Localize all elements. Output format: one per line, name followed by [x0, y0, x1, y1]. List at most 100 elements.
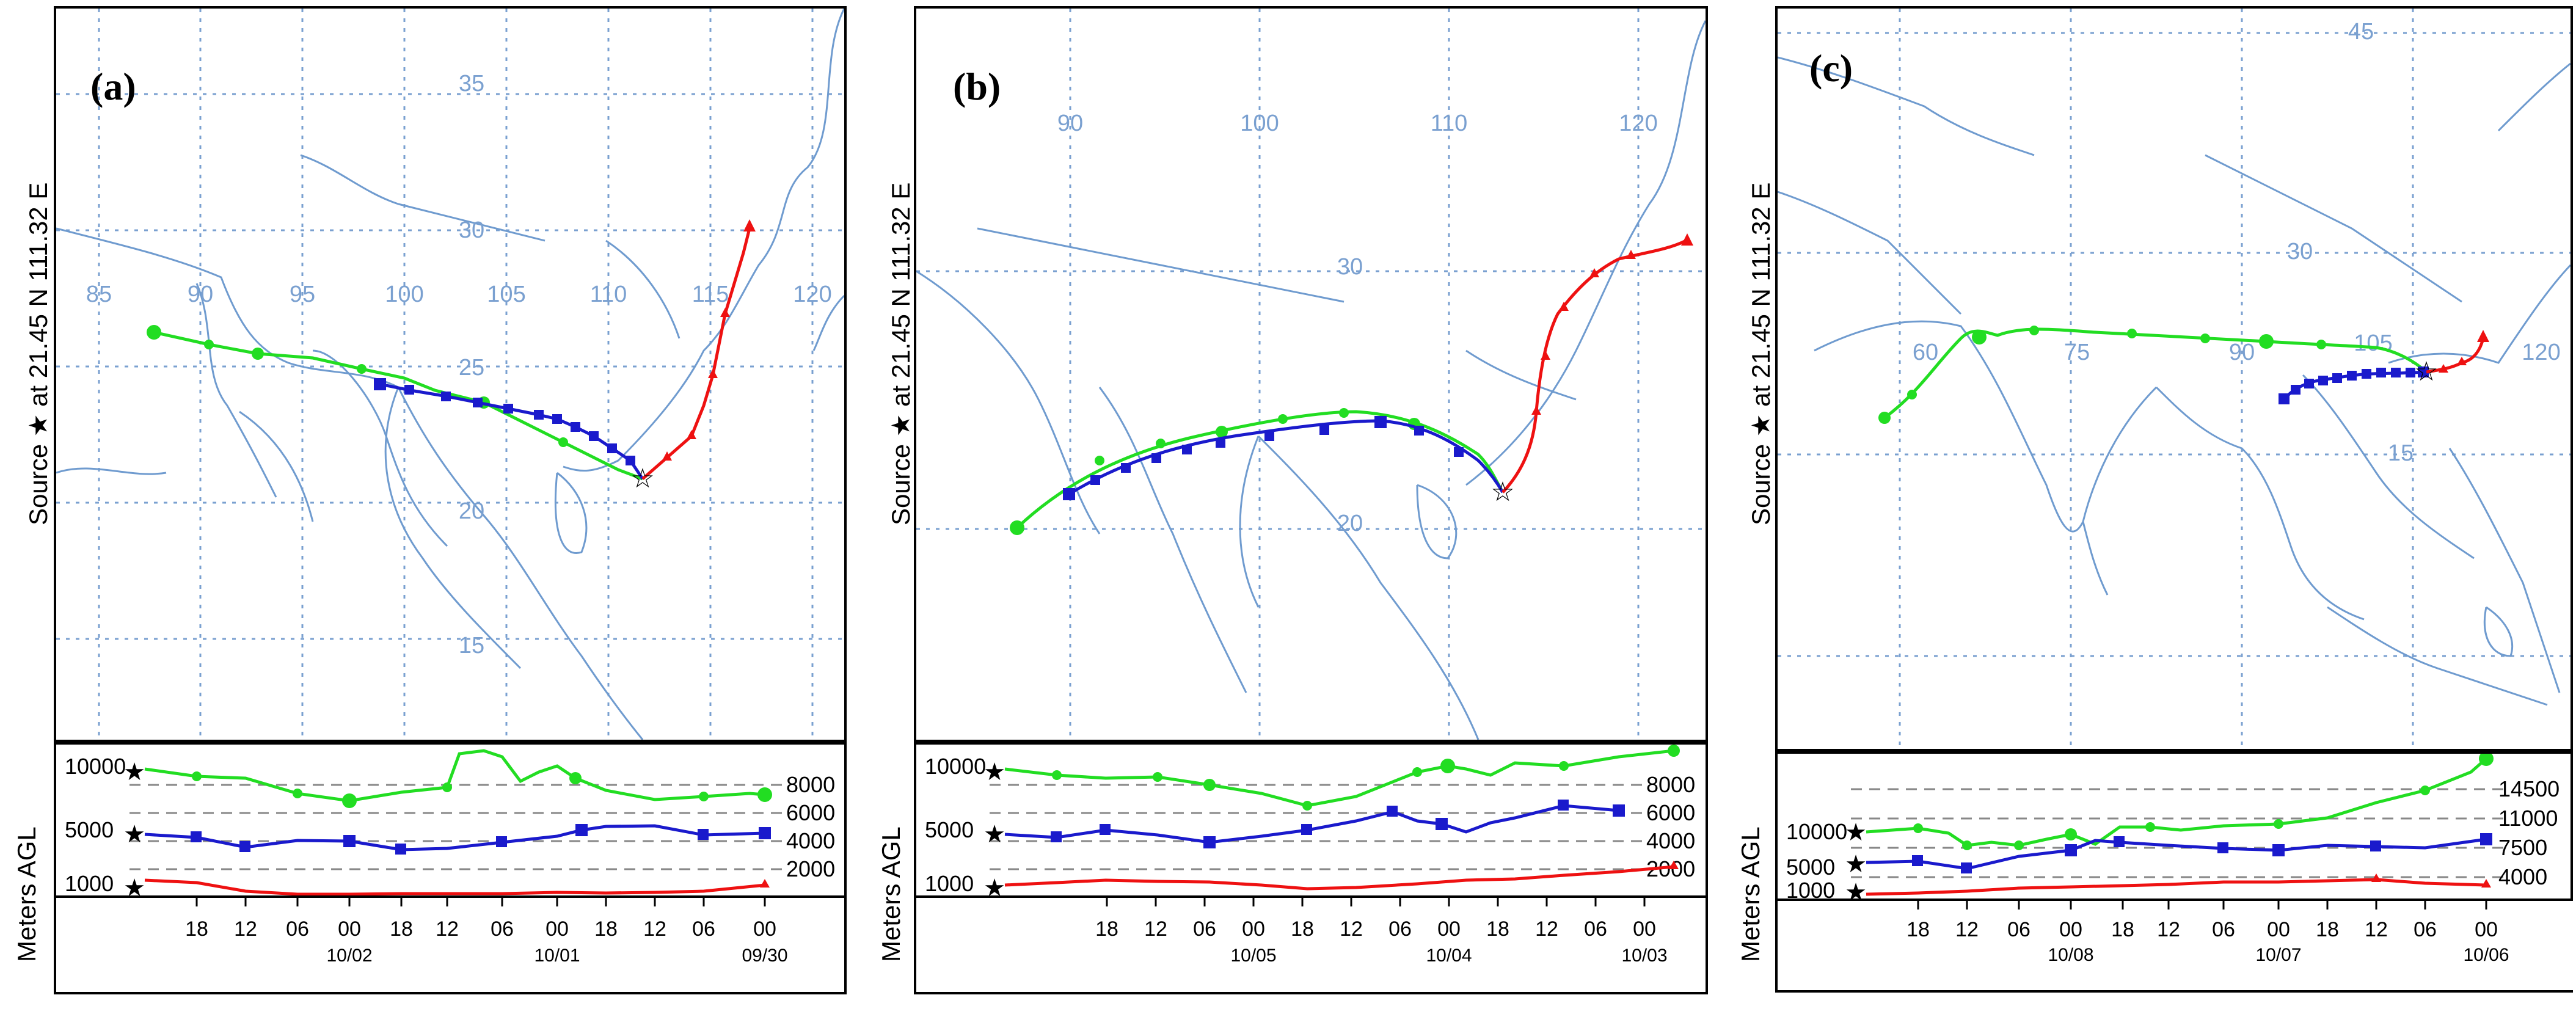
time-tick: 12 [1144, 917, 1167, 941]
time-tick: 00 [1633, 917, 1656, 941]
lon-label: 120 [2522, 340, 2560, 365]
time-tick: 00 [753, 917, 776, 941]
time-tick: 00 [338, 917, 361, 941]
time-tick: 06 [1584, 917, 1607, 941]
time-tick: 18 [185, 917, 208, 941]
time-tick: 06 [491, 917, 514, 941]
elevation-axis-label: Meters AGL [12, 826, 41, 962]
source-star-icon: ★ [983, 821, 1005, 848]
lat-label: 35 [459, 71, 484, 97]
time-tick: 12 [2365, 918, 2388, 941]
lon-label: 120 [1619, 111, 1657, 136]
map-frame: 60 75 90 105 120 45 30 15 ☆ [1775, 6, 2573, 751]
panel-label: (a) [90, 65, 136, 108]
time-tick: 18 [2316, 918, 2339, 941]
time-tick: 18 [594, 917, 618, 941]
height-label: 5000 [65, 817, 114, 842]
time-tick: 12 [1340, 917, 1363, 941]
lon-label: 90 [188, 282, 213, 307]
elevation-red [1866, 878, 2487, 896]
date-label: 10/03 [1621, 946, 1667, 966]
elevation-green [1866, 757, 2487, 847]
lon-label: 110 [590, 282, 627, 307]
date-label: 10/02 [326, 946, 372, 966]
time-tick: 00 [1242, 917, 1265, 941]
elevation-plot: 10000 5000 1000 8000 6000 4000 2000 ★★★ [925, 745, 1695, 895]
elevation-blue [1866, 837, 2487, 870]
elevation-axis-label: Meters AGL [1736, 826, 1765, 962]
elevation-red [144, 878, 765, 895]
height-label: 6000 [786, 800, 835, 825]
panel-label: (b) [953, 65, 1001, 108]
height-label: 5000 [925, 817, 974, 842]
lon-label: 90 [1057, 111, 1083, 136]
lat-label: 25 [459, 355, 484, 381]
time-tick: 00 [2475, 918, 2498, 941]
elevation-frame: 10000 5000 1000 8000 6000 4000 2000 ★ ★ ★ [54, 742, 847, 898]
trajectory-blue [379, 382, 644, 480]
time-tick: 12 [2157, 918, 2180, 941]
lon-label: 110 [1431, 111, 1468, 136]
time-tick: 06 [286, 917, 309, 941]
source-star-icon: ☆ [1491, 477, 1514, 507]
time-axis: 18 12 06 00 18 12 06 00 18 12 06 00 10/0… [1095, 898, 1668, 966]
date-label: 09/30 [742, 946, 787, 966]
time-tick: 18 [1095, 917, 1118, 941]
time-axis: 18 12 06 00 18 12 06 00 18 12 06 00 10/0… [1906, 901, 2509, 965]
time-tick: 00 [545, 917, 569, 941]
time-tick: 18 [1906, 918, 1930, 941]
lat-label: 20 [1337, 511, 1363, 536]
lon-label: 100 [385, 282, 423, 307]
source-star-icon: ★ [1845, 879, 1867, 899]
time-axis-frame: 18 12 06 00 18 12 06 00 18 12 06 00 10/0… [914, 898, 1708, 994]
time-tick: 18 [2111, 918, 2134, 941]
trajectory-red [1501, 239, 1687, 494]
lon-label: 105 [2354, 330, 2392, 356]
height-label: 10000 [1786, 819, 1847, 844]
source-star-icon: ★ [1845, 819, 1867, 846]
date-label: 10/08 [2048, 945, 2093, 965]
elevation-green [1004, 749, 1674, 807]
lat-label: 30 [2287, 239, 2313, 264]
lon-label: 105 [487, 282, 525, 307]
trajectory-green [1016, 410, 1505, 529]
panel-label: (c) [1809, 46, 1853, 90]
height-label: 1000 [925, 871, 974, 895]
height-label: 4000 [2498, 864, 2547, 889]
map-plot: 60 75 90 105 120 45 30 15 ☆ [1778, 9, 2571, 749]
elevation-green [144, 749, 765, 803]
trajectory-red [641, 228, 751, 480]
lon-label: 115 [692, 282, 729, 307]
time-tick: 06 [2212, 918, 2235, 941]
time-tick: 00 [1437, 917, 1461, 941]
source-label: Source ★ at 21.45 N 111.32 E [24, 182, 53, 525]
height-label: 10000 [65, 754, 126, 779]
lat-label: 45 [2348, 19, 2374, 45]
lon-label: 75 [2064, 340, 2090, 365]
date-label: 10/04 [1426, 946, 1472, 966]
date-label: 10/05 [1230, 946, 1276, 966]
elevation-frame: 10000 5000 1000 8000 6000 4000 2000 ★ ★ ★ [914, 742, 1708, 898]
time-axis-frame: 18 12 06 00 18 12 06 00 18 12 06 00 10/0… [54, 898, 847, 994]
time-tick: 12 [234, 917, 257, 941]
source-star-icon: ★ [1845, 851, 1867, 878]
map-frame: 85 90 95 100 105 110 115 120 35 30 25 20… [54, 6, 847, 742]
time-tick: 06 [1193, 917, 1216, 941]
height-label: 4000 [1646, 828, 1695, 853]
time-tick: 06 [1388, 917, 1412, 941]
lat-label: 15 [2388, 440, 2414, 466]
elevation-plot: 10000 5000 1000 8000 6000 4000 2000 ★★★ [65, 749, 835, 895]
height-label: 2000 [786, 856, 835, 881]
lon-label: 60 [1913, 340, 1938, 365]
source-star-icon: ★ [123, 821, 145, 848]
lat-label: 20 [459, 498, 484, 524]
lon-label: 85 [86, 282, 112, 307]
time-tick: 18 [1486, 917, 1509, 941]
lat-label: 30 [459, 217, 484, 243]
map-plot: 85 90 95 100 105 110 115 120 35 30 25 20… [56, 9, 844, 740]
elevation-frame: 10000 5000 1000 14500 11000 7500 4000 ★ ★… [1775, 751, 2573, 901]
map-plot: 90 100 110 120 30 20 ☆ [916, 9, 1706, 740]
height-label: 1000 [1786, 878, 1835, 899]
source-star-icon: ★ [983, 759, 1005, 786]
elevation-blue [144, 824, 765, 851]
